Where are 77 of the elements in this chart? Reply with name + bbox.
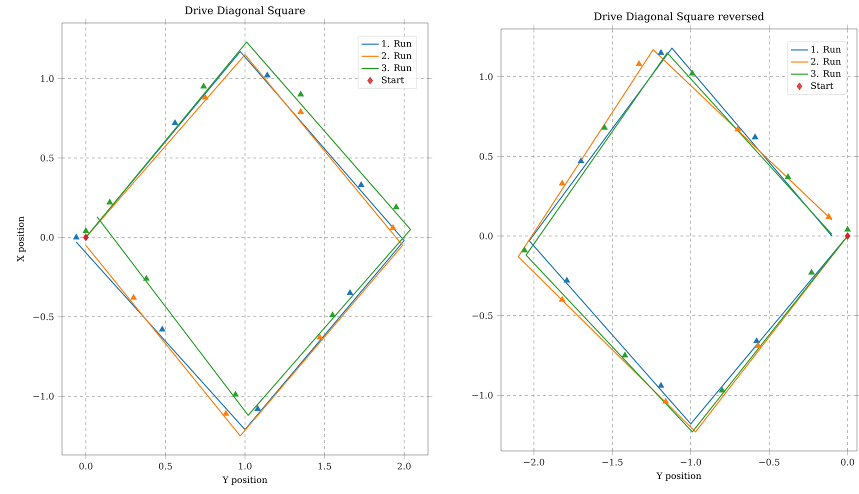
point	[636, 60, 642, 66]
y-tick-label: 0.0	[40, 234, 54, 241]
legend-label: 2. Run	[382, 52, 412, 60]
point	[844, 232, 850, 240]
point	[254, 405, 262, 411]
point	[82, 234, 89, 242]
point	[346, 289, 354, 295]
x-tick-label: 1.5	[318, 462, 332, 470]
legend-label: 1. Run	[382, 40, 412, 47]
point	[297, 108, 304, 114]
x-tick-label: −1.0	[680, 458, 702, 466]
y-tick-label: 1.0	[480, 73, 493, 80]
chart-title: Drive Diagonal Square	[185, 6, 305, 16]
point	[808, 268, 815, 275]
point	[222, 410, 230, 416]
point	[106, 198, 114, 204]
point	[662, 398, 669, 404]
point	[752, 133, 758, 140]
point	[82, 227, 90, 234]
x-tick-label: 1.0	[238, 462, 252, 470]
x-axis-title: Y position	[222, 476, 268, 485]
chart-title: Drive Diagonal Square reversed	[594, 12, 764, 22]
point	[143, 274, 150, 281]
y-axis-title: X position	[17, 216, 26, 262]
point	[658, 49, 664, 55]
x-axis-title: Y position	[656, 472, 702, 481]
point	[158, 326, 166, 332]
point	[232, 390, 239, 397]
y-tick-label: −0.5	[33, 313, 54, 320]
y-tick-label: −1.0	[33, 392, 54, 400]
point	[358, 181, 364, 187]
y-tick-label: −0.5	[472, 312, 493, 320]
point	[297, 90, 304, 96]
point	[316, 334, 324, 340]
point	[200, 82, 207, 89]
legend-label: Start	[811, 82, 834, 90]
x-tick-label: 0.0	[79, 462, 92, 470]
point	[658, 382, 664, 388]
point	[392, 203, 400, 210]
point	[564, 276, 570, 283]
point	[734, 126, 742, 132]
x-tick-label: −2.0	[524, 458, 544, 466]
y-tick-label: −1.0	[472, 392, 493, 399]
point	[390, 224, 396, 230]
y-tick-label: 1.0	[41, 75, 54, 82]
x-tick-label: 0.5	[158, 462, 172, 470]
x-tick-label: −0.5	[759, 458, 780, 466]
point	[825, 213, 832, 219]
point	[844, 226, 851, 232]
x-tick-label: 2.0	[398, 462, 411, 470]
point	[578, 157, 584, 164]
y-tick-label: 0.5	[40, 154, 54, 162]
legend-label: Start	[382, 76, 404, 84]
legend-label: 3. Run	[811, 70, 841, 77]
y-tick-label: 0.0	[480, 232, 493, 240]
point	[601, 124, 608, 130]
legend-label: 3. Run	[382, 64, 412, 72]
point	[329, 311, 336, 318]
point	[73, 234, 80, 240]
point	[754, 342, 762, 348]
legend-label: 1. Run	[812, 46, 841, 53]
point	[264, 72, 271, 78]
point	[558, 296, 566, 302]
point	[689, 70, 696, 76]
point	[202, 94, 209, 100]
point	[172, 119, 178, 126]
point	[753, 337, 760, 344]
point	[622, 352, 628, 358]
point	[784, 173, 792, 180]
point	[130, 294, 137, 300]
point	[558, 180, 566, 186]
point	[718, 386, 726, 392]
legend-label: 2. Run	[811, 58, 841, 65]
y-tick-label: 0.5	[480, 152, 493, 160]
point	[521, 246, 528, 252]
x-tick-label: 0.0	[841, 458, 854, 466]
x-tick-label: −1.5	[602, 458, 623, 466]
